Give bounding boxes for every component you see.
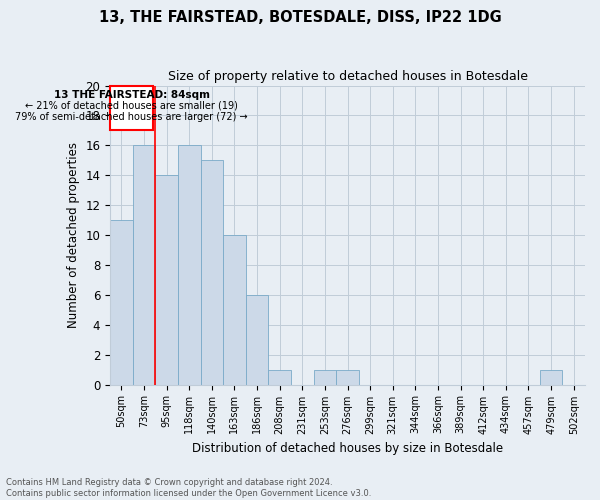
Bar bbox=[314, 370, 336, 384]
Text: Contains HM Land Registry data © Crown copyright and database right 2024.
Contai: Contains HM Land Registry data © Crown c… bbox=[6, 478, 371, 498]
Title: Size of property relative to detached houses in Botesdale: Size of property relative to detached ho… bbox=[167, 70, 527, 83]
Text: 13 THE FAIRSTEAD: 84sqm: 13 THE FAIRSTEAD: 84sqm bbox=[54, 90, 210, 101]
X-axis label: Distribution of detached houses by size in Botesdale: Distribution of detached houses by size … bbox=[192, 442, 503, 455]
Text: 13, THE FAIRSTEAD, BOTESDALE, DISS, IP22 1DG: 13, THE FAIRSTEAD, BOTESDALE, DISS, IP22… bbox=[98, 10, 502, 25]
Bar bbox=[336, 370, 359, 384]
Bar bbox=[110, 86, 154, 130]
Bar bbox=[246, 295, 268, 384]
Bar bbox=[110, 220, 133, 384]
Y-axis label: Number of detached properties: Number of detached properties bbox=[67, 142, 80, 328]
Text: ← 21% of detached houses are smaller (19): ← 21% of detached houses are smaller (19… bbox=[25, 100, 238, 110]
Bar bbox=[223, 235, 246, 384]
Bar bbox=[133, 146, 155, 384]
Bar bbox=[155, 176, 178, 384]
Bar bbox=[540, 370, 562, 384]
Bar bbox=[178, 146, 200, 384]
Bar bbox=[200, 160, 223, 384]
Text: 79% of semi-detached houses are larger (72) →: 79% of semi-detached houses are larger (… bbox=[16, 112, 248, 122]
Bar bbox=[268, 370, 291, 384]
